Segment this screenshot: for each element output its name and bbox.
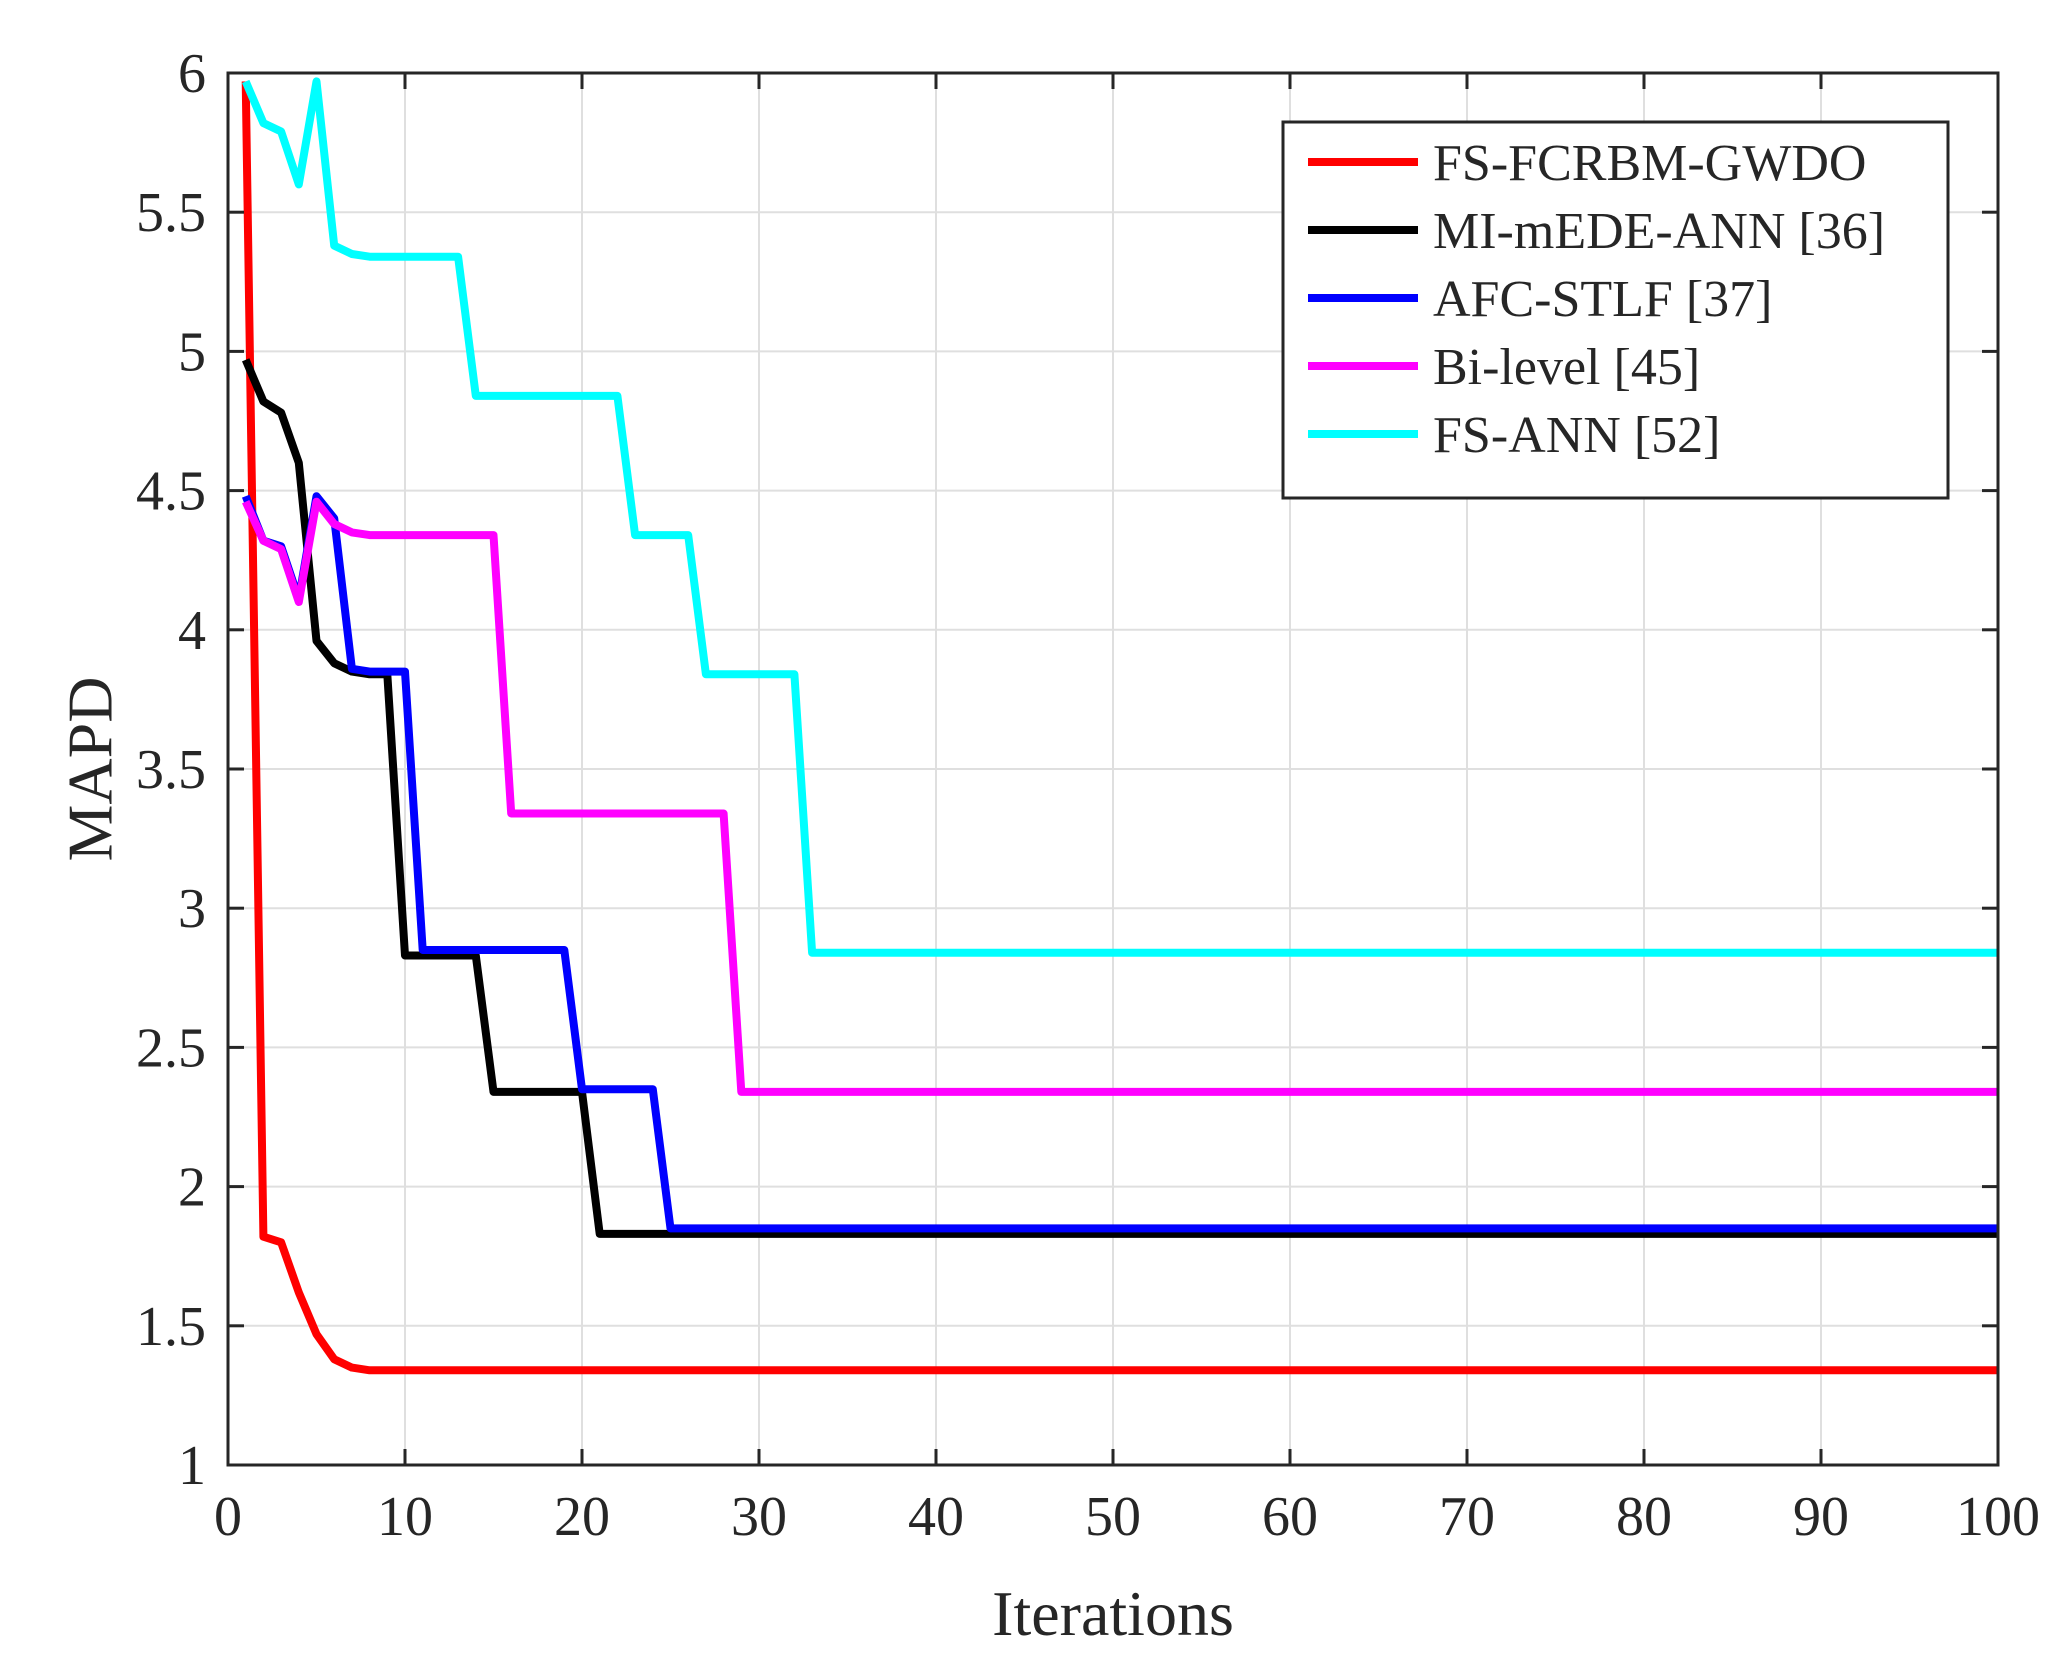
x-tick-label: 10 (377, 1486, 433, 1548)
legend-label-bi-level-45: Bi-level [45] (1433, 339, 1700, 396)
x-tick-label: 90 (1793, 1486, 1849, 1548)
x-tick-label: 50 (1085, 1486, 1141, 1548)
x-tick-label: 0 (214, 1486, 242, 1548)
y-axis-label: MAPD (55, 677, 126, 862)
y-tick-label: 5.5 (136, 182, 206, 244)
y-tick-label: 3 (178, 878, 206, 940)
y-tick-label: 6 (178, 43, 206, 105)
y-tick-label: 4 (178, 600, 206, 662)
legend-label-fs-fcrbm-gwdo: FS-FCRBM-GWDO (1433, 135, 1866, 192)
x-tick-label: 60 (1262, 1486, 1318, 1548)
y-tick-label: 1 (178, 1435, 206, 1497)
y-tick-label: 2 (178, 1157, 206, 1219)
series-line-fs-fcrbm-gwdo (241, 81, 1998, 1375)
x-tick-label: 70 (1439, 1486, 1495, 1548)
legend-label-afc-stlf-37: AFC-STLF [37] (1433, 271, 1772, 328)
y-tick-label: 3.5 (136, 739, 206, 801)
legend-label-mi-mede-ann-36: MI-mEDE-ANN [36] (1433, 203, 1885, 260)
x-tick-label: 100 (1956, 1486, 2040, 1548)
x-tick-label: 80 (1616, 1486, 1672, 1548)
series-line-fs-ann-52 (242, 77, 1998, 957)
x-tick-label: 30 (731, 1486, 787, 1548)
x-axis-label: Iterations (992, 1578, 1234, 1649)
y-tick-label: 2.5 (136, 1017, 206, 1079)
series-line-bi-level-45 (242, 497, 1998, 1096)
legend: FS-FCRBM-GWDO MI-mEDE-ANN [36] AFC-STLF [3… (1281, 120, 1950, 500)
legend-label-fs-ann-52: FS-ANN [52] (1433, 407, 1720, 464)
series-layer (241, 77, 1998, 1375)
x-tick-label: 40 (908, 1486, 964, 1548)
ticks: 0 10 20 30 40 50 60 70 80 90 100 1 1.5 2 2.5 3 3.5 4 4.5 5 5… (136, 43, 2040, 1548)
x-tick-label: 20 (554, 1486, 610, 1548)
y-tick-label: 1.5 (136, 1296, 206, 1358)
legend-box (1281, 120, 1950, 500)
y-tick-label: 5 (178, 321, 206, 383)
y-tick-label: 4.5 (136, 461, 206, 523)
